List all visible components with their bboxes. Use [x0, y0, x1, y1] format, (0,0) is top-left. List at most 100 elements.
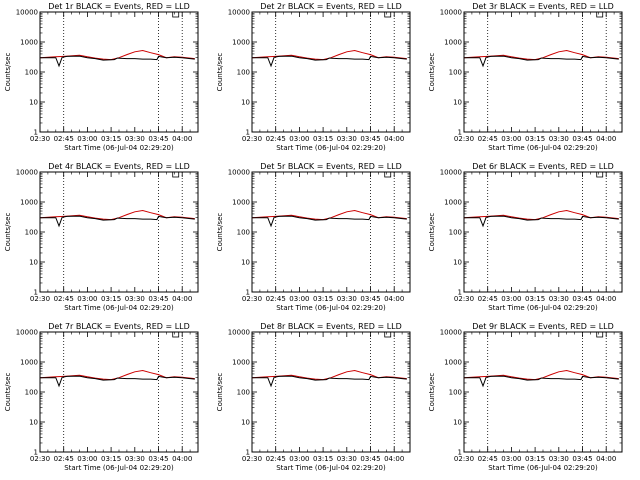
chart-title: Det 3r BLACK = Events, RED = LLD — [472, 2, 614, 11]
chart-title: Det 4r BLACK = Events, RED = LLD — [48, 162, 190, 171]
chart-title: Det 6r BLACK = Events, RED = LLD — [472, 162, 614, 171]
chart-title: Det 2r BLACK = Events, RED = LLD — [260, 2, 402, 11]
y-tick-label: 1 — [458, 449, 462, 457]
x-tick-label: 03:15 — [525, 455, 545, 463]
chart-panel: Det 4r BLACK = Events, RED = LLD 1 10 100 10… — [4, 162, 199, 312]
y-tick-label: 1000 — [232, 39, 250, 47]
y-tick-label: 1 — [34, 289, 38, 297]
y-tick-label: 10000 — [228, 9, 250, 17]
legend-box — [172, 171, 180, 178]
x-tick-label: 02:30 — [454, 135, 474, 143]
y-tick-label: 1 — [246, 449, 250, 457]
x-tick-label: 03:30 — [549, 295, 569, 303]
legend-box — [172, 331, 180, 338]
x-tick-label: 04:00 — [172, 135, 192, 143]
x-tick-label: 03:00 — [289, 295, 309, 303]
events-series-line — [464, 215, 619, 228]
y-tick-label: 10000 — [16, 9, 38, 17]
x-tick-label: 02:30 — [454, 295, 474, 303]
y-tick-label: 10000 — [228, 329, 250, 337]
y-tick-label: 10 — [29, 259, 38, 267]
x-tick-label: 03:30 — [125, 135, 145, 143]
y-tick-label: 1 — [246, 289, 250, 297]
legend-box — [172, 11, 180, 18]
x-tick-label: 03:00 — [77, 135, 97, 143]
legend-box — [384, 11, 392, 18]
x-tick-label: 02:45 — [54, 295, 74, 303]
y-tick-label: 10 — [453, 419, 462, 427]
x-tick-label: 03:15 — [101, 295, 121, 303]
events-series-line — [252, 215, 407, 228]
y-tick-label: 100 — [237, 389, 250, 397]
x-tick-label: 03:30 — [125, 455, 145, 463]
x-tick-label: 04:00 — [172, 295, 192, 303]
x-tick-label: 04:00 — [596, 135, 616, 143]
x-tick-label: 03:15 — [313, 455, 333, 463]
events-series-line — [40, 215, 195, 228]
x-tick-label: 02:30 — [454, 455, 474, 463]
y-tick-label: 10 — [453, 259, 462, 267]
y-tick-label: 10 — [29, 419, 38, 427]
y-tick-label: 100 — [25, 389, 38, 397]
y-tick-label: 10 — [241, 259, 250, 267]
y-axis-label: Counts/sec — [428, 53, 436, 92]
chart-panel: Det 8r BLACK = Events, RED = LLD 1 10 100 10… — [216, 322, 411, 472]
y-axis-label: Counts/sec — [216, 213, 224, 252]
chart-panel: Det 3r BLACK = Events, RED = LLD 1 10 100 10… — [428, 2, 623, 152]
y-tick-label: 100 — [237, 229, 250, 237]
y-tick-label: 10 — [453, 99, 462, 107]
x-tick-label: 02:45 — [478, 135, 498, 143]
y-tick-label: 1000 — [444, 359, 462, 367]
x-tick-label: 03:15 — [101, 455, 121, 463]
x-axis-label: Start Time (06-Jul-04 02:29:20) — [488, 304, 598, 312]
x-tick-label: 04:00 — [384, 135, 404, 143]
events-series-line — [464, 55, 619, 68]
y-tick-label: 100 — [237, 69, 250, 77]
x-tick-label: 02:45 — [478, 295, 498, 303]
x-tick-label: 02:45 — [266, 135, 286, 143]
y-tick-label: 10000 — [440, 169, 462, 177]
y-tick-label: 1 — [34, 129, 38, 137]
events-series-line — [464, 375, 619, 388]
y-tick-label: 100 — [25, 229, 38, 237]
x-tick-label: 03:00 — [501, 295, 521, 303]
x-tick-label: 03:45 — [148, 455, 168, 463]
x-tick-label: 02:45 — [54, 455, 74, 463]
x-tick-label: 03:45 — [360, 455, 380, 463]
x-tick-label: 04:00 — [596, 295, 616, 303]
y-tick-label: 1 — [458, 289, 462, 297]
y-axis-label: Counts/sec — [4, 53, 12, 92]
x-tick-label: 04:00 — [384, 295, 404, 303]
y-tick-label: 10 — [29, 99, 38, 107]
legend-box — [384, 171, 392, 178]
legend-box — [596, 331, 604, 338]
y-tick-label: 1000 — [444, 39, 462, 47]
y-axis-label: Counts/sec — [216, 53, 224, 92]
y-tick-label: 10 — [241, 99, 250, 107]
x-tick-label: 02:45 — [266, 295, 286, 303]
y-tick-label: 1000 — [444, 199, 462, 207]
x-tick-label: 03:45 — [572, 295, 592, 303]
x-tick-label: 04:00 — [596, 455, 616, 463]
y-tick-label: 1000 — [20, 199, 38, 207]
x-tick-label: 03:00 — [289, 455, 309, 463]
x-tick-label: 02:30 — [30, 455, 50, 463]
x-tick-label: 03:30 — [125, 295, 145, 303]
x-axis-label: Start Time (06-Jul-04 02:29:20) — [276, 464, 386, 472]
chart-title: Det 1r BLACK = Events, RED = LLD — [48, 2, 190, 11]
y-tick-label: 100 — [449, 69, 462, 77]
chart-panel: Det 6r BLACK = Events, RED = LLD 1 10 100 10… — [428, 162, 623, 312]
legend-box — [596, 171, 604, 178]
x-tick-label: 03:15 — [313, 135, 333, 143]
events-series-line — [40, 375, 195, 388]
y-tick-label: 1 — [246, 129, 250, 137]
y-tick-label: 10 — [241, 419, 250, 427]
x-tick-label: 03:00 — [289, 135, 309, 143]
x-tick-label: 03:30 — [337, 135, 357, 143]
y-axis-label: Counts/sec — [428, 373, 436, 412]
chart-panel: Det 7r BLACK = Events, RED = LLD 1 10 100 10… — [4, 322, 199, 472]
events-series-line — [252, 375, 407, 388]
x-tick-label: 03:45 — [148, 135, 168, 143]
x-tick-label: 03:45 — [572, 135, 592, 143]
x-tick-label: 02:30 — [242, 135, 262, 143]
